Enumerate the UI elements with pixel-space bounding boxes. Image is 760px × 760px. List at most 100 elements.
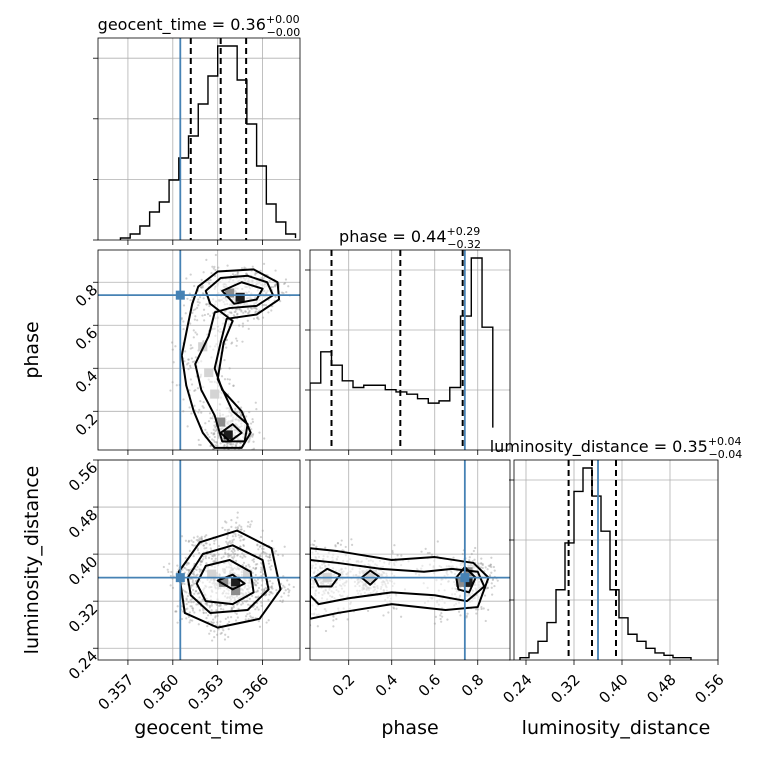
scatter-point — [238, 524, 241, 527]
density-cell — [210, 389, 220, 399]
scatter-point — [214, 444, 217, 447]
scatter-point — [465, 616, 468, 619]
scatter-point — [474, 546, 477, 550]
scatter-point — [192, 329, 195, 332]
x-tick-label: 0.32 — [547, 671, 583, 707]
scatter-point — [246, 525, 249, 528]
scatter-point — [174, 345, 177, 348]
scatter-point — [227, 628, 230, 631]
scatter-point — [465, 614, 468, 618]
scatter-point — [227, 553, 230, 557]
scatter-point — [260, 601, 263, 604]
scatter-point — [487, 564, 490, 567]
scatter-point — [259, 269, 262, 272]
scatter-point — [189, 378, 192, 381]
panel-title-geocent_time: geocent_time = 0.36+0.00 −0.00 — [98, 13, 301, 39]
scatter-point — [468, 556, 471, 559]
scatter-point — [245, 600, 248, 603]
scatter-point — [202, 544, 205, 547]
x-axis-label-phase: phase — [381, 717, 438, 739]
scatter-point — [286, 579, 289, 582]
scatter-point — [256, 543, 259, 546]
scatter-point — [251, 418, 254, 421]
panel-title-phase: phase = 0.44+0.29 −0.32 — [339, 225, 481, 251]
scatter-point — [203, 535, 207, 538]
scatter-point — [259, 555, 262, 558]
scatter-point — [198, 596, 201, 599]
scatter-point — [332, 615, 335, 618]
scatter-point — [489, 563, 492, 566]
scatter-point — [184, 556, 187, 560]
scatter-point — [246, 319, 249, 322]
scatter-point — [206, 604, 209, 607]
scatter-point — [238, 536, 241, 539]
scatter-point — [263, 551, 267, 554]
scatter-point — [256, 563, 259, 566]
x-axis-label-luminosity_distance: luminosity_distance — [522, 717, 711, 739]
scatter-point — [222, 555, 225, 558]
scatter-point — [191, 579, 195, 582]
scatter-point — [315, 545, 318, 548]
scatter-point — [236, 339, 239, 342]
scatter-point — [205, 542, 208, 545]
scatter-point — [287, 594, 290, 597]
scatter-point — [252, 558, 256, 561]
scatter-point — [188, 406, 191, 409]
scatter-point — [393, 544, 396, 547]
scatter-point — [204, 602, 207, 605]
scatter-point — [255, 308, 258, 311]
scatter-point — [205, 617, 208, 620]
scatter-point — [267, 619, 270, 622]
scatter-point — [191, 580, 194, 584]
scatter-point — [302, 572, 304, 574]
scatter-point — [200, 560, 203, 564]
scatter-point — [262, 550, 265, 553]
scatter-point — [193, 611, 196, 614]
scatter-point — [243, 529, 246, 533]
scatter-point — [274, 284, 277, 287]
scatter-point — [307, 609, 309, 611]
scatter-point — [215, 453, 217, 455]
scatter-point — [260, 552, 263, 555]
scatter-point — [239, 413, 243, 416]
scatter-point — [206, 625, 209, 628]
scatter-point — [189, 299, 192, 302]
scatter-point — [196, 306, 199, 310]
scatter-point — [248, 311, 251, 314]
scatter-point — [240, 310, 243, 313]
contour-line — [221, 281, 264, 305]
scatter-point — [193, 592, 196, 595]
scatter-point — [237, 607, 240, 610]
scatter-point — [232, 557, 235, 560]
scatter-point — [201, 558, 205, 561]
scatter-point — [243, 600, 246, 603]
title-main: luminosity_distance = 0.35 — [490, 437, 708, 457]
scatter-point — [187, 601, 190, 604]
scatter-point — [446, 618, 449, 621]
scatter-point — [304, 612, 306, 614]
scatter-point — [233, 553, 236, 556]
scatter-point — [274, 295, 277, 299]
scatter-point — [215, 428, 218, 431]
scatter-point — [193, 404, 196, 407]
scatter-point — [192, 570, 195, 573]
scatter-point — [274, 550, 278, 553]
scatter-point — [193, 284, 196, 288]
scatter-point — [285, 290, 288, 294]
y-tick-label: 0.32 — [65, 600, 101, 636]
scatter-point — [220, 556, 223, 560]
scatter-point — [228, 540, 232, 543]
y-tick-label: 0.8 — [72, 281, 102, 311]
scatter-point — [260, 584, 263, 587]
scatter-point — [256, 544, 259, 547]
scatter-point — [191, 346, 194, 349]
scatter-point — [249, 615, 252, 618]
scatter-point — [233, 451, 235, 453]
scatter-point — [400, 554, 403, 557]
x-tick-label: 0.366 — [229, 671, 272, 714]
scatter-point — [252, 432, 255, 436]
scatter-point — [224, 617, 227, 621]
scatter-point — [254, 310, 258, 313]
scatter-point — [212, 560, 215, 563]
